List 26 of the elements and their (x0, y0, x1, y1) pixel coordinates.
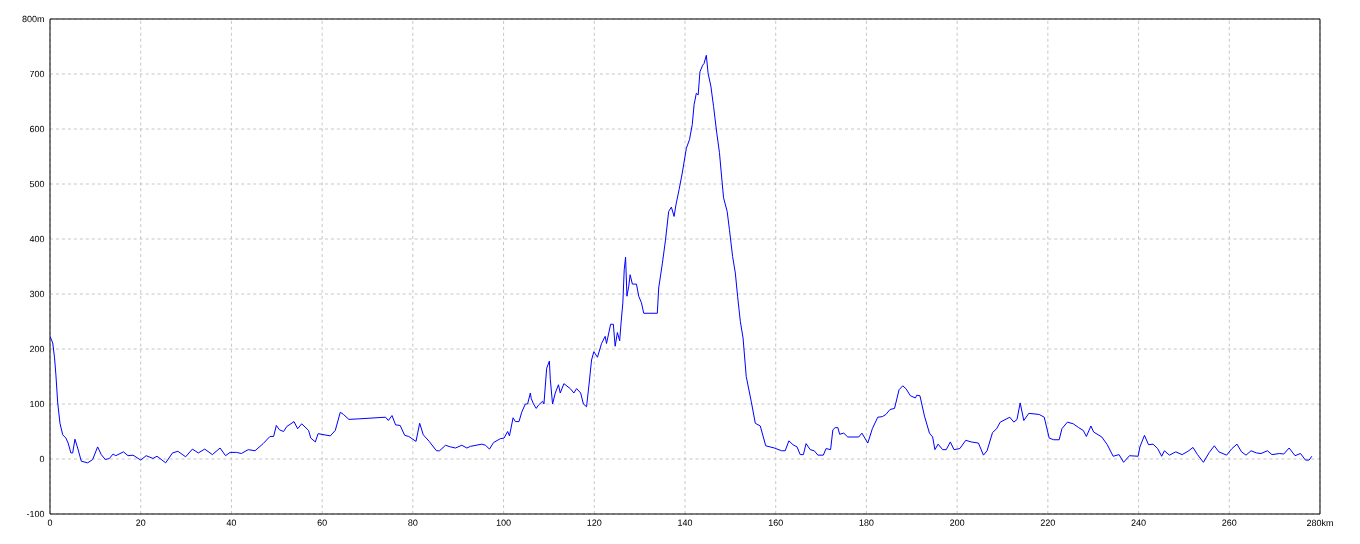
x-tick-label: 260 (1222, 519, 1237, 526)
y-tick-label: 500 (29, 180, 45, 188)
x-tick-label: 40 (226, 519, 237, 526)
x-tick-label: 80 (408, 519, 418, 526)
x-tick-label: 120 (587, 519, 602, 526)
x-tick-label: 100 (496, 519, 511, 526)
x-tick-label: 180 (859, 519, 874, 526)
line-series (50, 54, 1313, 464)
x-tick-label: 140 (678, 519, 693, 526)
x-tick-label: 60 (317, 519, 327, 526)
y-tick-label: -100 (26, 510, 45, 518)
x-tick-label: 200 (950, 519, 965, 526)
x-tick-label: 280km (1306, 519, 1333, 527)
y-tick-label: 0 (39, 455, 45, 463)
y-tick-label: 400 (29, 235, 45, 243)
x-tick-label: 0 (47, 519, 53, 526)
x-tick-label: 20 (136, 519, 146, 526)
x-tick-label: 220 (1040, 519, 1055, 526)
y-tick-label: 600 (29, 125, 45, 133)
y-tick-label: 800m (22, 15, 44, 23)
x-tick-label: 240 (1131, 519, 1146, 526)
y-tick-label: 300 (29, 290, 45, 298)
x-tick-label: 160 (768, 519, 783, 526)
y-tick-label: 200 (29, 345, 45, 353)
y-tick-label: 700 (29, 70, 45, 78)
y-tick-label: 100 (30, 400, 45, 408)
